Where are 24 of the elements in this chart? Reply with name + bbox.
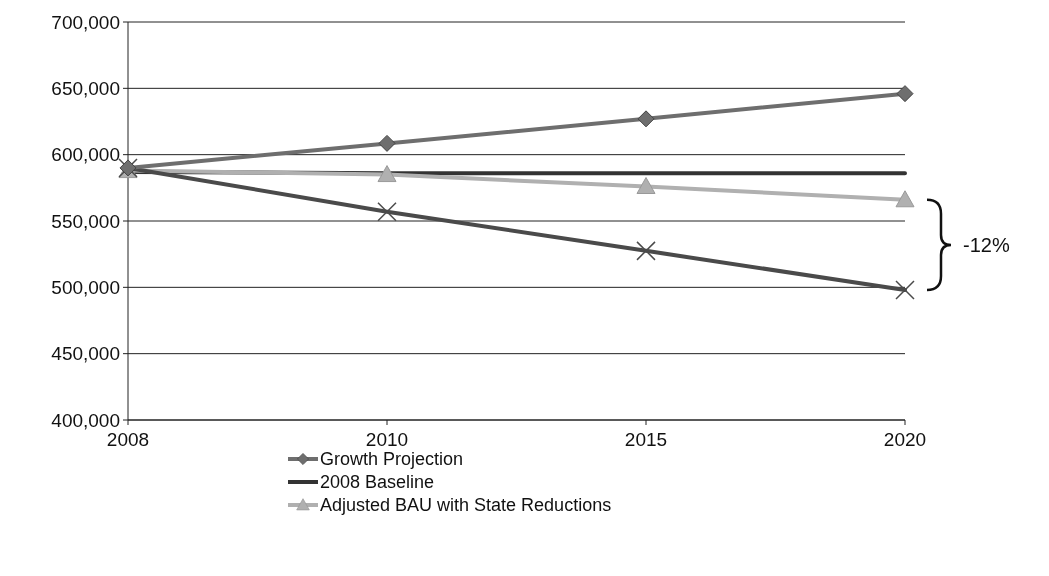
x-tick-label: 2010 (365, 429, 409, 450)
y-tick-label: 400,000 (51, 409, 120, 431)
y-tick-label: 500,000 (51, 276, 120, 298)
text: -12% (963, 233, 1010, 256)
legend-label: Adjusted BAU with State Reductions (320, 495, 612, 516)
y-tick-label: 600,000 (51, 144, 120, 166)
point (636, 177, 656, 195)
x-tick-label: 2008 (106, 429, 150, 450)
y-tick-label: 450,000 (51, 343, 120, 365)
y-tick-label: 650,000 (51, 77, 120, 99)
point (377, 165, 397, 183)
point (895, 280, 915, 300)
x-tick-label: 2020 (883, 429, 927, 450)
point (378, 134, 396, 152)
point (377, 201, 397, 222)
point (637, 110, 655, 128)
y-tick-label: 550,000 (51, 210, 120, 232)
y-tick-label: 700,000 (51, 11, 120, 33)
x-tick-label: 2015 (624, 429, 668, 450)
point (896, 85, 914, 103)
legend-label: 2008 Baseline (320, 472, 435, 493)
point (636, 241, 656, 261)
legend-label: Growth Projection (320, 449, 464, 470)
point (895, 190, 915, 208)
